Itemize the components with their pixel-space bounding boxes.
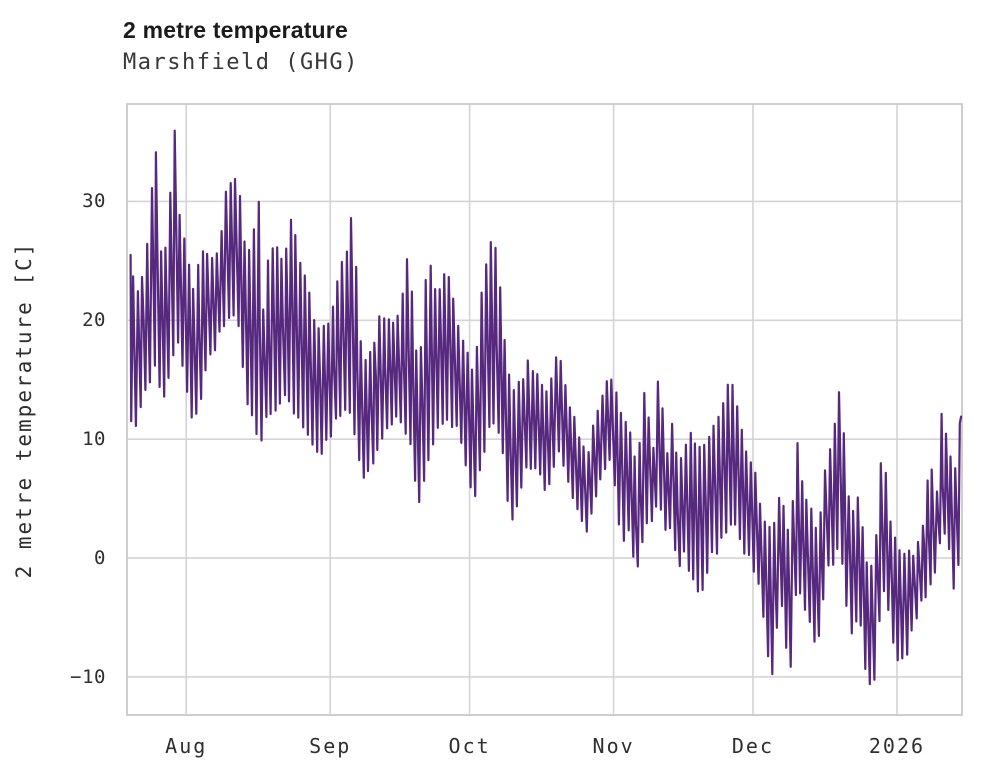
y-tick-label: 30	[82, 190, 106, 213]
plot-border	[126, 103, 963, 716]
x-tick-label: Dec	[731, 734, 775, 758]
x-tick-label: 2026	[868, 734, 926, 758]
y-tick-label: 10	[82, 428, 106, 451]
x-tick-label: Aug	[165, 734, 208, 758]
x-tick-label: Oct	[448, 734, 491, 758]
y-tick-label: −10	[70, 665, 106, 688]
x-tick-label: Nov	[592, 734, 635, 758]
y-tick-label: 0	[94, 547, 106, 570]
x-tick-label: Sep	[309, 734, 352, 758]
chart-subtitle: Marshfield (GHG)	[123, 50, 359, 75]
temperature-series-line	[129, 129, 963, 686]
y-tick-label: 20	[82, 309, 106, 332]
chart-title: 2 metre temperature	[123, 17, 348, 43]
